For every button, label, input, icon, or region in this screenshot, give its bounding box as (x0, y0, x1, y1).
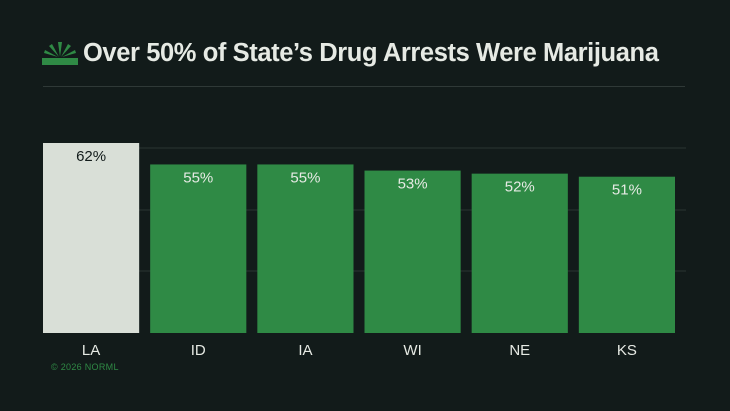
bar-wi (364, 170, 461, 333)
bar-ia (257, 164, 354, 333)
bars (43, 143, 675, 333)
value-label-ne: 52% (505, 179, 535, 196)
bar-la (43, 143, 140, 333)
chart-title: Over 50% of State’s Drug Arrests Were Ma… (83, 38, 659, 67)
x-axis-tick-labels: LA ID IA WI NE KS (82, 342, 637, 359)
x-tick-label-ia: IA (298, 342, 312, 359)
value-labels: 62% 55% 55% 53% 52% 51% (76, 148, 642, 199)
copyright-footer: © 2026 NORML (51, 362, 119, 372)
norml-leaf-icon (42, 42, 78, 65)
x-tick-label-la: LA (82, 342, 100, 359)
value-label-la: 62% (76, 148, 106, 165)
x-tick-label-ks: KS (617, 342, 637, 359)
value-label-ks: 51% (612, 182, 642, 199)
bar-ks (578, 176, 675, 333)
x-tick-label-ne: NE (509, 342, 530, 359)
value-label-wi: 53% (398, 176, 428, 193)
x-tick-label-id: ID (191, 342, 206, 359)
bar-id (150, 164, 247, 333)
chart-header: Over 50% of State’s Drug Arrests Were Ma… (41, 36, 659, 70)
value-label-id: 55% (183, 169, 213, 186)
x-tick-label-wi: WI (403, 342, 421, 359)
bar-ne (471, 173, 568, 333)
value-label-ia: 55% (290, 169, 320, 186)
title-divider (43, 86, 685, 87)
